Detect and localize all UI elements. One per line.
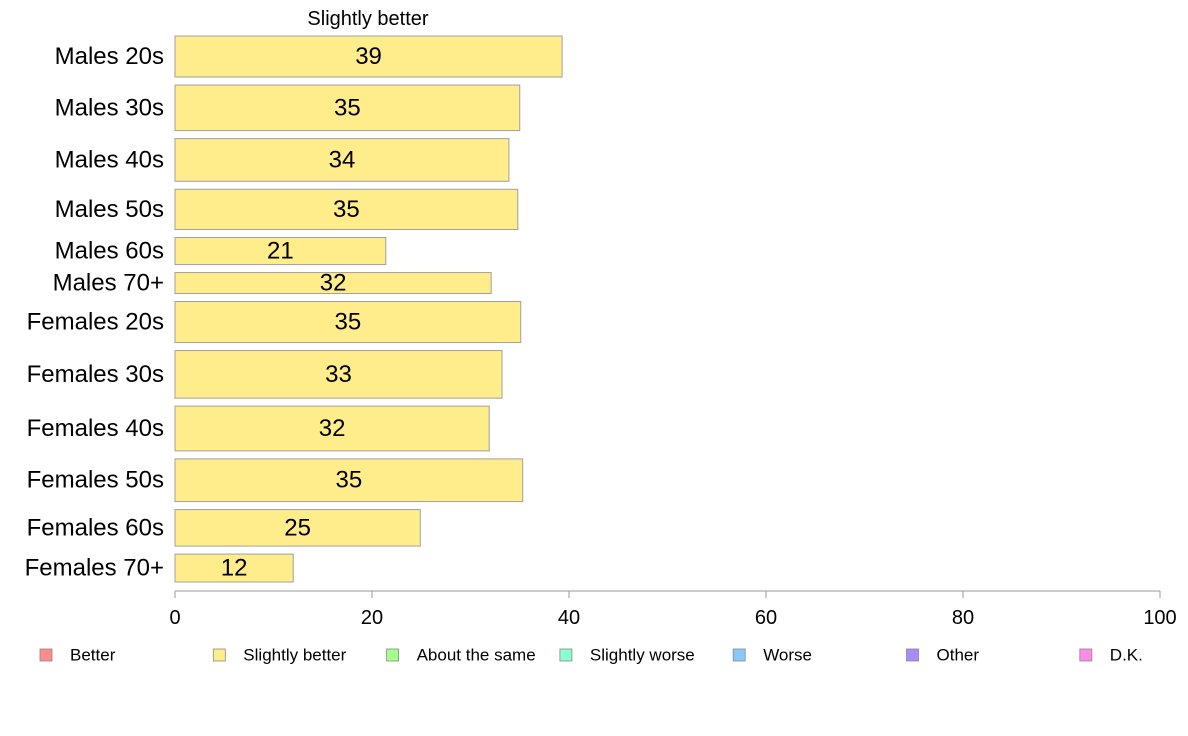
- bar-value-label: 35: [333, 196, 360, 223]
- bar: [174, 509, 421, 547]
- bar: [174, 138, 510, 182]
- x-tick-label: 80: [952, 607, 974, 629]
- x-axis: 0 20 40 60 80 100: [169, 590, 1177, 629]
- category-label: Males 40s: [55, 146, 164, 173]
- bar-value-label: 21: [267, 238, 294, 265]
- bar: [174, 35, 563, 78]
- legend-swatch: [39, 648, 53, 662]
- legend-label: Slightly worse: [590, 646, 695, 665]
- bars-group: 39 Males 20s 35 Males 30s 34 Males 40s 35 Males…: [25, 35, 563, 583]
- legend-label: D.K.: [1110, 646, 1143, 665]
- x-tick-label: 0: [169, 607, 180, 629]
- category-label: Males 70+: [53, 270, 164, 297]
- x-tick-label: 40: [558, 607, 580, 629]
- bar: [174, 458, 524, 503]
- category-label: Females 70+: [25, 555, 164, 582]
- bar-value-label: 32: [320, 270, 347, 297]
- bar: [174, 405, 490, 452]
- category-label: Males 60s: [55, 238, 164, 265]
- legend-swatch: [559, 648, 573, 662]
- legend-swatch: [732, 648, 746, 662]
- bar-value-label: 32: [319, 415, 346, 442]
- category-label: Females 20s: [27, 309, 164, 336]
- bar: [174, 553, 294, 583]
- legend-label: Other: [937, 646, 980, 665]
- category-label: Females 50s: [27, 467, 164, 494]
- legend-label: Slightly better: [243, 646, 346, 665]
- category-label: Males 30s: [55, 94, 164, 121]
- bar: [174, 272, 492, 295]
- x-tick-label: 100: [1143, 607, 1176, 629]
- bar: [174, 350, 503, 399]
- legend-swatch: [1079, 648, 1093, 662]
- bar: [174, 236, 387, 266]
- category-label: Females 60s: [27, 514, 164, 541]
- legend: Better Slightly better About the same Sligh…: [39, 646, 1143, 665]
- bar-value-label: 35: [335, 309, 362, 336]
- bar: [174, 301, 522, 344]
- bar-value-label: 25: [284, 514, 311, 541]
- legend-label: Worse: [763, 646, 812, 665]
- bar: [174, 84, 521, 132]
- legend-swatch: [386, 648, 400, 662]
- x-tick-label: 20: [361, 607, 383, 629]
- legend-label: Better: [70, 646, 116, 665]
- legend-swatch: [906, 648, 919, 662]
- category-label: Males 50s: [55, 196, 164, 223]
- bar-value-label: 34: [329, 146, 356, 173]
- legend-swatch: [212, 648, 226, 662]
- category-label: Females 30s: [27, 361, 164, 388]
- bar-value-label: 35: [336, 467, 363, 494]
- category-label: Males 20s: [55, 43, 164, 70]
- bar-value-label: 33: [325, 361, 352, 388]
- bar-value-label: 39: [355, 43, 382, 70]
- bar: [174, 188, 519, 230]
- chart-title: Slightly better: [307, 8, 429, 30]
- legend-label: About the same: [417, 646, 536, 665]
- category-label: Females 40s: [27, 415, 164, 442]
- x-tick-label: 60: [755, 607, 777, 629]
- bar-value-label: 35: [334, 94, 361, 121]
- bar-value-label: 12: [221, 555, 248, 582]
